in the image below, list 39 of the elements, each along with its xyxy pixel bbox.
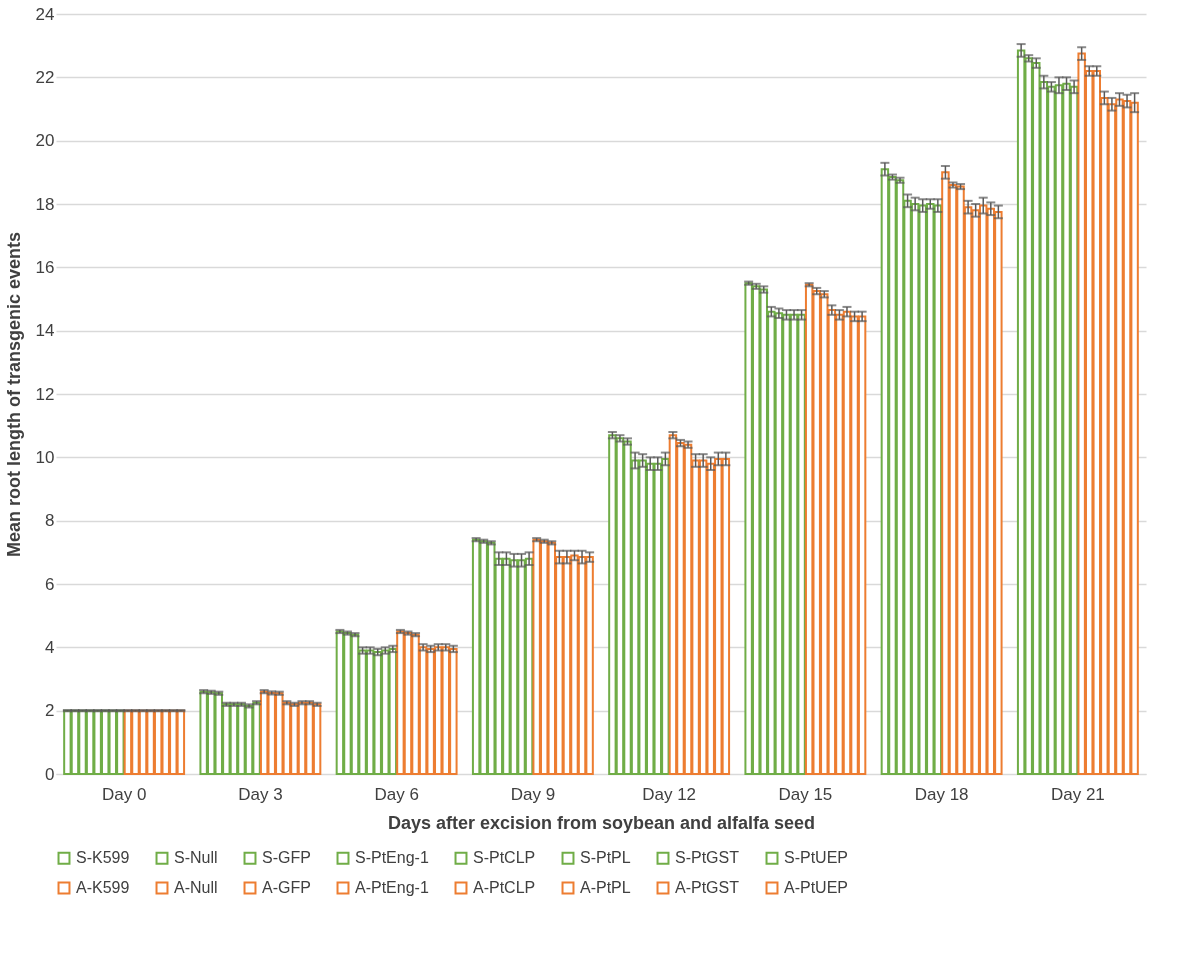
y-tick-label: 12 [35,384,55,404]
legend-label: S-PtUEP [784,849,849,867]
legend-label: S-GFP [262,849,311,867]
legend-label: A-PtGST [675,879,740,896]
y-tick-label: 24 [35,4,55,24]
legend-label: A-PtUEP [784,879,849,896]
x-tick-label: Day 18 [914,784,969,804]
legend-label: S-PtCLP [473,849,536,867]
y-tick-label: 10 [35,447,55,467]
legend-label: S-Null [174,849,218,867]
legend-label: A-Null [174,879,218,896]
y-tick-label: 20 [35,131,55,151]
y-tick-label: 2 [45,701,55,721]
y-tick-label: 22 [35,67,55,87]
legend-label: A-PtEng-1 [355,879,429,896]
y-tick-label: 14 [35,321,55,341]
x-tick-label: Day 6 [374,784,419,804]
x-tick-label: Day 12 [642,784,697,804]
legend-label: A-PtCLP [473,879,536,896]
legend-label: A-PtPL [580,879,631,896]
y-tick-label: 4 [45,637,55,657]
x-tick-label: Day 0 [101,784,147,804]
y-axis-title: Mean root length of transgenic events [3,231,24,558]
y-tick-label: 6 [45,574,55,594]
x-tick-label: Day 3 [238,784,283,804]
x-tick-label: Day 21 [1050,784,1105,804]
y-tick-label: 18 [35,194,55,214]
legend-label: A-GFP [262,879,311,896]
x-axis-title: Days after excision from soybean and alfalfa seed [387,812,816,833]
legend-label: A-K599 [76,879,130,896]
y-tick-label: 0 [45,764,55,784]
legend-label: S-K599 [76,849,130,867]
legend-label: S-PtEng-1 [355,849,429,867]
x-tick-label: Day 15 [778,784,833,804]
x-tick-label: Day 9 [510,784,556,804]
y-tick-label: 16 [35,257,55,277]
legend-label: S-PtGST [675,849,740,867]
legend-label: S-PtPL [580,849,631,867]
y-tick-label: 8 [45,511,55,531]
